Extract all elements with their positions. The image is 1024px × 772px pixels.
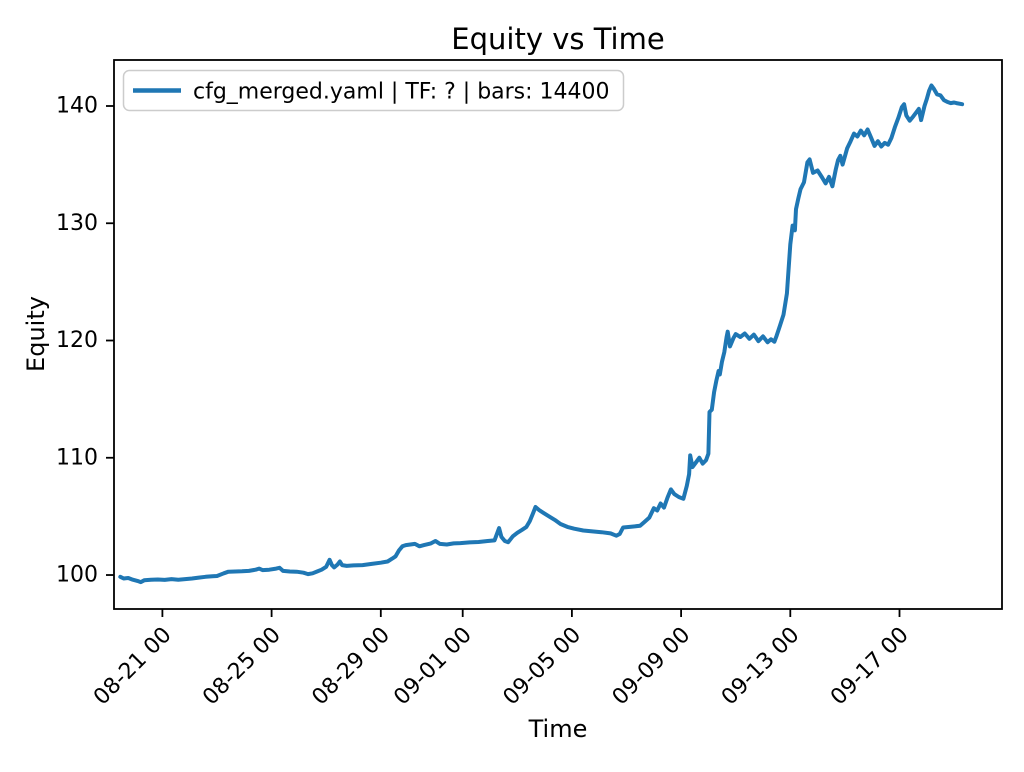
equity-line [118, 83, 965, 585]
x-tick-label: 08-29 00 [307, 623, 395, 711]
x-tick-label: 08-21 00 [89, 623, 177, 711]
x-tick-label: 09-17 00 [826, 623, 914, 711]
axes-spines [113, 59, 1003, 610]
x-tick-label: 09-09 00 [608, 623, 696, 711]
x-tick-label: 08-25 00 [198, 623, 286, 711]
chart-title: Equity vs Time [451, 22, 664, 56]
legend: cfg_merged.yaml | TF: ? | bars: 14400 [122, 69, 625, 112]
legend-entry-label: cfg_merged.yaml | TF: ? | bars: 14400 [193, 80, 610, 105]
y-axis-ticks: 100 110 120 130 140 [56, 94, 114, 588]
y-tick-label: 140 [56, 94, 98, 119]
y-tick-label: 130 [56, 211, 98, 236]
x-axis-label: Time [528, 715, 588, 743]
x-tick-label: 09-13 00 [717, 623, 805, 711]
y-tick-label: 120 [56, 328, 98, 353]
x-tick-label: 09-01 00 [389, 623, 477, 711]
x-tick-label: 09-05 00 [499, 623, 587, 711]
y-axis-label: Equity [22, 296, 50, 372]
y-tick-label: 110 [56, 445, 98, 470]
y-tick-label: 100 [56, 563, 98, 588]
legend-box [122, 69, 625, 112]
